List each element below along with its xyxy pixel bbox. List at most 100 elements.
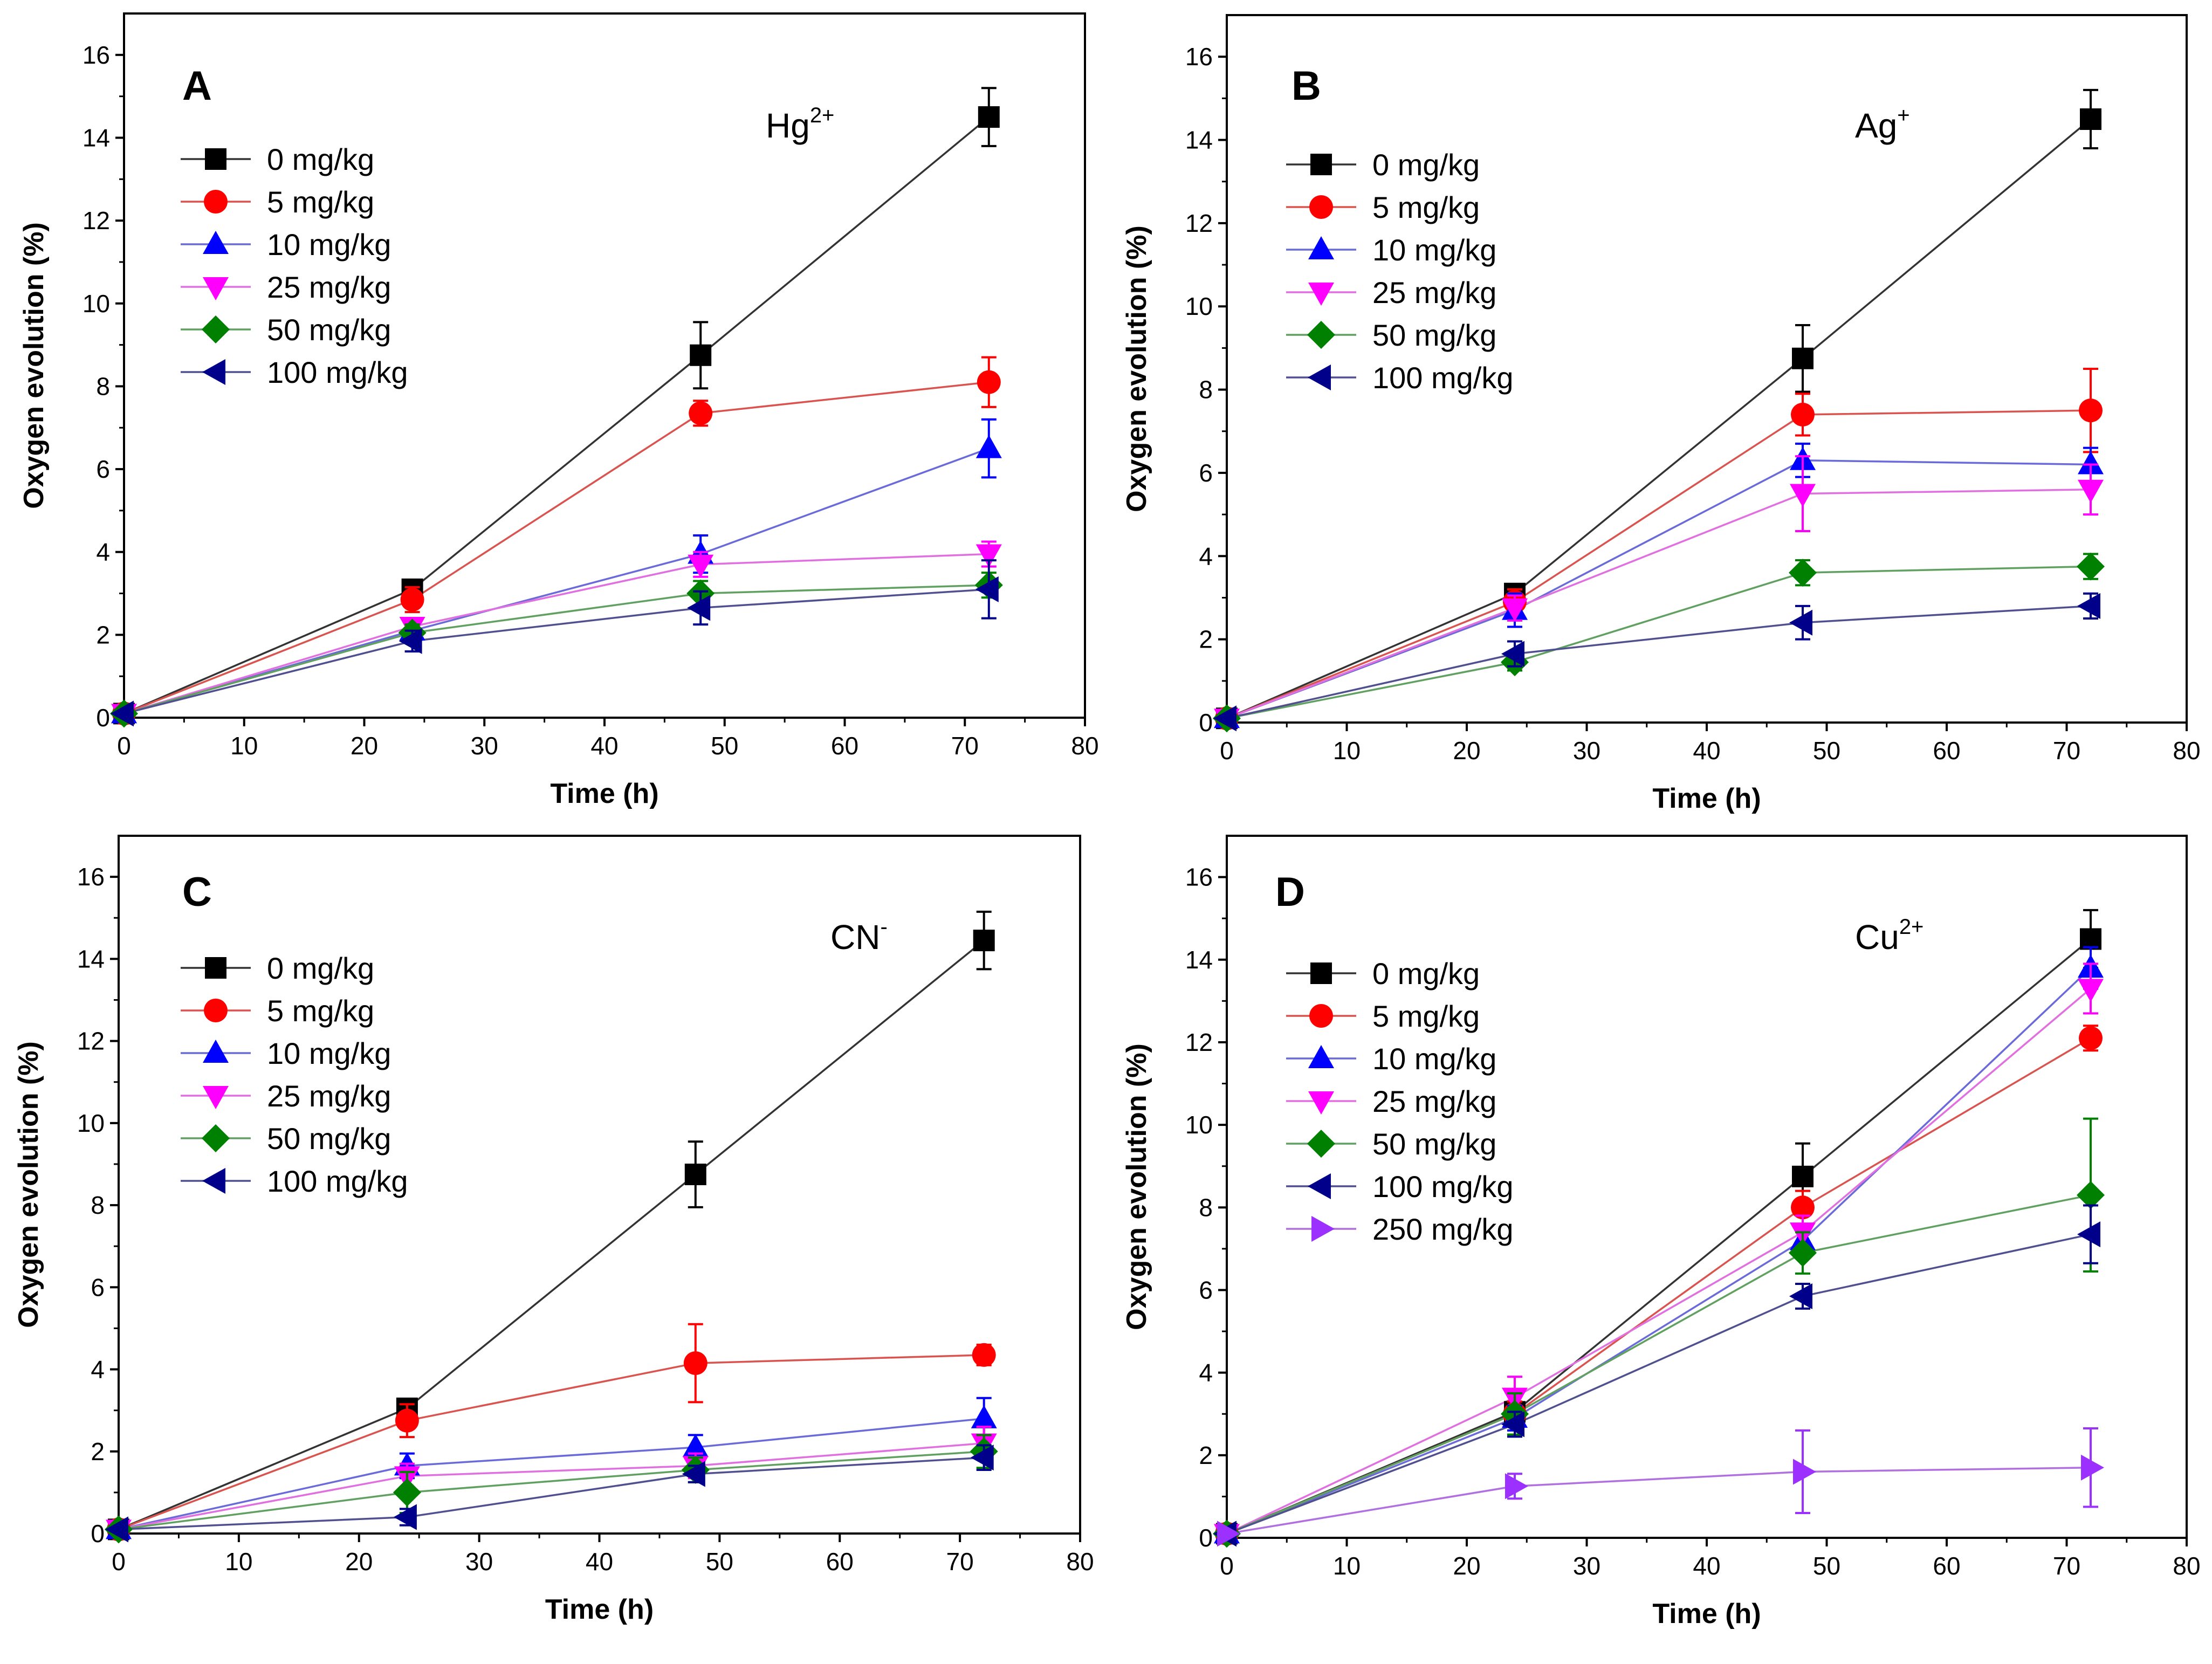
x-tick-label: 30 [471,732,498,760]
data-point-s5-p1 [393,1504,417,1530]
legend-label: 5 mg/kg [267,185,374,219]
data-point-s1-p1 [395,1408,419,1433]
legend-marker [204,190,228,214]
x-tick-label: 80 [1071,732,1098,760]
legend-marker [202,315,230,343]
data-point-s1-p3 [2079,1026,2103,1050]
x-tick-label: 0 [1220,1552,1234,1580]
data-point-s2-p2 [682,1434,709,1457]
y-tick-label: 14 [83,123,110,152]
legend-label: 50 mg/kg [1372,1127,1496,1161]
data-point-s5-p2 [687,595,711,621]
data-point-s1-p2 [1791,1195,1815,1220]
legend-marker [1308,365,1331,390]
y-tick-label: 6 [91,1273,105,1301]
legend-marker [202,1124,230,1152]
legend-label: 100 mg/kg [1372,1170,1514,1204]
x-tick-label: 30 [465,1548,493,1576]
data-point-s5-p2 [1789,609,1812,636]
data-point-s3-p3 [2078,479,2104,503]
y-tick-label: 10 [77,1109,105,1137]
panel-letter: C [182,869,212,915]
y-tick-label: 0 [1199,709,1213,737]
legend-marker [205,148,226,170]
legend-marker [202,1168,225,1194]
legend-label: 10 mg/kg [267,228,391,262]
x-tick-label: 10 [1333,1552,1361,1580]
y-tick-label: 16 [77,863,105,891]
y-axis-label: Oxygen evolution (%) [13,1041,44,1328]
data-point-s5-p1 [1501,1411,1524,1438]
x-tick-label: 40 [1693,1552,1720,1580]
plot-frame [1226,14,2188,724]
ion-label: Ag+ [1855,104,1910,145]
data-point-s5-p1 [399,628,422,654]
y-tick-label: 10 [83,290,110,318]
data-point-s4-p3 [2077,552,2105,581]
data-point-s5-p0 [105,1516,128,1543]
legend-label: 10 mg/kg [1372,1042,1496,1076]
y-tick-label: 2 [1199,625,1213,654]
legend-marker [1310,154,1332,175]
ion-label: CN- [830,915,888,957]
series-line-5 [1226,605,2091,719]
x-tick-label: 70 [2053,737,2080,765]
panel-d: 0 10 20 30 40 50 60 70 80 0 2 4 6 8 10 12 14 16 Time (h) Ox… [1121,835,2201,1629]
x-tick-label: 0 [1220,737,1234,765]
legend-marker [203,231,229,254]
legend-marker [1308,1045,1334,1068]
x-axis-label: Time (h) [550,778,658,809]
series-line-2 [1226,459,2091,719]
x-tick-label: 70 [946,1548,974,1576]
data-point-s6-p2 [1793,1459,1816,1485]
y-tick-label: 16 [1185,43,1213,71]
data-point-s6-p3 [2081,1454,2104,1481]
ion-label-superscript: - [880,915,887,939]
series-line-6 [1226,1467,2091,1535]
data-point-s4-p2 [1789,1239,1817,1267]
y-tick-label: 8 [91,1191,105,1219]
data-point-s0-p3 [978,106,1000,128]
legend-marker [1309,1004,1333,1028]
x-tick-label: 80 [2173,1552,2200,1580]
legend-label: 5 mg/kg [267,994,374,1028]
y-tick-label: 0 [1199,1524,1213,1552]
series-line-5 [1226,1233,2091,1535]
ion-label-base: Ag [1855,106,1897,145]
ion-label-superscript: 2+ [1899,915,1924,939]
series-line-3 [118,1442,984,1531]
legend-marker [204,999,228,1022]
x-tick-label: 0 [112,1548,126,1576]
legend-marker [1308,236,1334,259]
y-tick-label: 14 [1185,946,1213,974]
series-line-1 [118,1354,984,1531]
data-point-s5-p0 [111,700,134,727]
x-tick-label: 80 [2173,737,2200,765]
x-tick-label: 10 [230,732,258,760]
series-line-3 [123,553,989,714]
data-point-s5-p3 [975,576,999,602]
x-tick-label: 60 [1933,1552,1960,1580]
panel-a: 0 10 20 30 40 50 60 70 80 0 2 4 6 8 10 12 14 16 Time (h) Ox… [18,12,1099,809]
series-line-0 [1226,938,2092,1535]
series-line-3 [1226,489,2091,719]
data-point-s3-p2 [688,554,714,578]
x-tick-label: 50 [706,1548,733,1576]
y-tick-label: 8 [96,372,110,400]
data-point-s0-p3 [2080,928,2101,950]
legend-label: 25 mg/kg [267,1079,391,1113]
data-point-s1-p2 [689,401,713,425]
x-axis-label: Time (h) [1652,783,1761,814]
y-tick-label: 16 [83,41,110,69]
data-point-s5-p3 [2077,1221,2100,1248]
data-point-s2-p3 [971,1405,997,1428]
panel-letter: A [182,63,212,109]
legend-marker [203,1040,229,1063]
data-point-s5-p1 [1501,641,1524,667]
x-tick-label: 0 [117,732,131,760]
panel-c: 0 10 20 30 40 50 60 70 80 0 2 4 6 8 10 12 14 16 Time (h) Ox… [13,835,1094,1625]
data-point-s2-p3 [2078,451,2104,475]
legend-label: 100 mg/kg [267,1164,408,1198]
x-tick-label: 20 [1453,1552,1480,1580]
series-line-5 [123,588,989,715]
